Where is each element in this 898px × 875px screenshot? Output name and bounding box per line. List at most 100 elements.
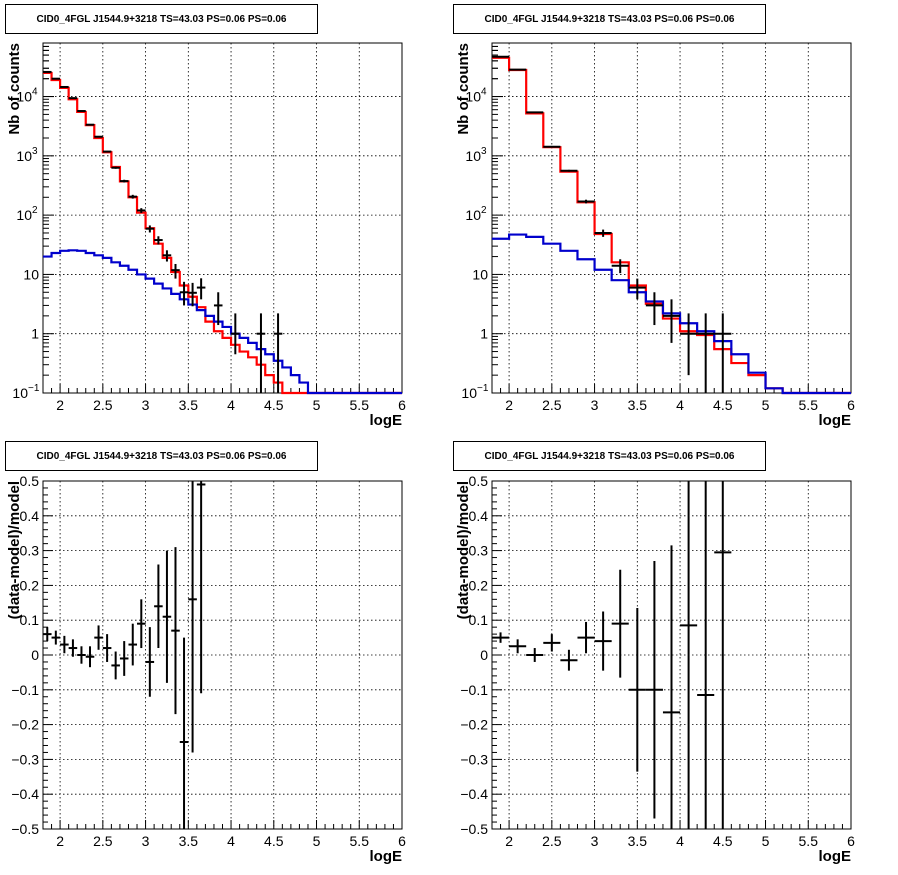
y-tick-label: 1 <box>480 326 488 342</box>
y-tick-label: 0.2 <box>469 577 489 593</box>
data-point <box>162 550 172 683</box>
y-tick-label: −0.3 <box>11 751 39 767</box>
y-tick-label: 0.4 <box>20 508 40 524</box>
data-point <box>560 169 578 172</box>
data-point <box>154 564 163 649</box>
data-point <box>492 55 510 58</box>
x-tick-label: 3 <box>591 397 599 413</box>
y-axis-label: Nb of counts <box>6 43 23 135</box>
x-tick-label: 4.5 <box>713 397 733 413</box>
data-point <box>179 281 189 306</box>
data-point <box>611 569 629 678</box>
data-point <box>162 250 172 262</box>
x-tick-label: 2 <box>505 397 513 413</box>
y-tick-label-exponent: −1 <box>477 383 489 394</box>
data-point <box>526 648 544 662</box>
data-point <box>171 263 180 279</box>
data-point <box>662 299 681 343</box>
y-tick-label: 10 <box>465 148 481 164</box>
data-point <box>680 313 698 376</box>
y-tick-label: 0.1 <box>469 612 489 628</box>
y-tick-label: −0.5 <box>460 821 488 837</box>
y-tick-label: −0.1 <box>460 682 488 698</box>
y-tick-label: 10 <box>465 89 481 105</box>
y-tick-label: −0.1 <box>11 682 39 698</box>
data-point <box>645 561 663 819</box>
x-tick-label: 4 <box>227 397 235 413</box>
x-tick-label: 2.5 <box>93 833 113 849</box>
data-point <box>256 313 266 393</box>
x-tick-label: 6 <box>398 833 406 849</box>
y-tick-label: −0.4 <box>11 786 39 802</box>
x-tick-label: 3.5 <box>179 397 199 413</box>
x-axis-label: logE <box>819 412 852 429</box>
data-point <box>714 481 732 829</box>
y-tick-label: 10 <box>16 89 32 105</box>
y-tick-label: 0 <box>31 647 39 663</box>
x-tick-label: 4 <box>227 833 235 849</box>
y-tick-label-exponent: 4 <box>32 87 38 98</box>
data-point <box>560 649 578 671</box>
plot-title-top-right: CID0_4FGL J1544.9+3218 TS=43.03 PS=0.06 … <box>453 4 766 34</box>
y-tick-label: 0.5 <box>469 473 489 489</box>
component-model-line <box>43 249 402 395</box>
x-tick-label: 5 <box>762 833 770 849</box>
x-tick-label: 2.5 <box>542 833 562 849</box>
x-tick-label: 3.5 <box>179 833 199 849</box>
data-point <box>628 278 646 300</box>
x-tick-label: 5.5 <box>350 833 370 849</box>
y-tick-label: 0.2 <box>20 577 40 593</box>
x-tick-label: 4 <box>676 833 684 849</box>
x-tick-label: 5 <box>313 833 321 849</box>
data-point <box>85 646 95 668</box>
x-tick-label: 2.5 <box>542 397 562 413</box>
data-point <box>119 641 129 676</box>
y-tick-label: 10 <box>16 207 32 223</box>
data-point <box>213 292 223 326</box>
x-tick-label: 4.5 <box>713 833 733 849</box>
y-tick-label: −0.5 <box>11 821 39 837</box>
data-point <box>68 97 78 100</box>
y-tick-label: 0.5 <box>20 473 40 489</box>
y-tick-label-exponent: 3 <box>481 146 487 157</box>
y-tick-label: 10 <box>461 385 477 401</box>
data-point <box>102 634 112 662</box>
x-tick-label: 3.5 <box>628 833 648 849</box>
data-point <box>60 635 69 654</box>
x-tick-label: 3 <box>142 833 150 849</box>
data-point <box>94 625 103 650</box>
data-point <box>714 313 732 393</box>
x-tick-label: 3.5 <box>628 397 648 413</box>
y-tick-label: 10 <box>465 207 481 223</box>
x-tick-label: 3 <box>142 397 150 413</box>
data-point <box>577 621 595 654</box>
x-tick-label: 5 <box>762 397 770 413</box>
plot-frame <box>42 42 403 394</box>
y-tick-label: −0.4 <box>460 786 488 802</box>
data-point <box>543 634 561 652</box>
data-point <box>60 85 69 88</box>
y-tick-label-exponent: −1 <box>28 383 40 394</box>
data-point <box>179 637 189 829</box>
y-tick-label: −0.2 <box>460 717 488 733</box>
data-point <box>543 145 561 148</box>
data-point <box>188 481 197 753</box>
data-point <box>628 608 646 772</box>
x-tick-label: 5.5 <box>799 397 819 413</box>
data-point <box>102 150 112 153</box>
data-point <box>697 313 715 393</box>
data-point <box>128 623 138 666</box>
data-point <box>145 225 155 233</box>
data-point <box>145 627 155 697</box>
x-axis-label: logE <box>819 848 852 865</box>
x-tick-label: 3 <box>591 833 599 849</box>
data-point <box>509 68 527 71</box>
data-point <box>594 611 612 671</box>
x-tick-label: 2 <box>56 397 64 413</box>
data-point <box>154 236 163 245</box>
data-point <box>111 651 120 680</box>
y-tick-label: 10 <box>23 266 39 282</box>
